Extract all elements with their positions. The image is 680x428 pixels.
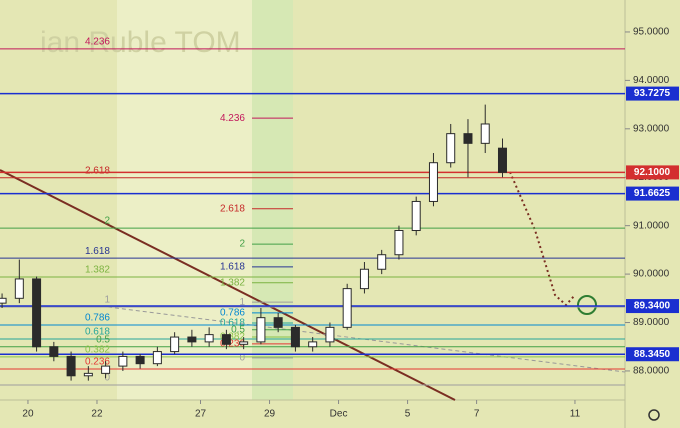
candle-body <box>32 278 42 348</box>
candle-body <box>187 336 197 343</box>
candle-body <box>273 317 283 328</box>
price-label-box <box>626 86 679 101</box>
candle-body <box>239 341 249 345</box>
candle-body <box>359 268 369 290</box>
candle-body <box>256 317 266 343</box>
candle-body <box>204 334 214 343</box>
candle-body <box>135 355 145 365</box>
candle-body <box>446 133 456 164</box>
projection <box>509 171 576 307</box>
trend-line <box>107 306 626 373</box>
price-label: 88.3450 <box>634 349 671 360</box>
candle-body <box>221 334 231 345</box>
fib-label: 1.382 <box>85 265 110 276</box>
candle-body <box>290 326 300 348</box>
candle-body <box>49 346 59 357</box>
fib-label: 4.236 <box>220 113 245 124</box>
price-label-box <box>626 299 679 314</box>
candle-body <box>325 326 335 343</box>
price-label: 89.3400 <box>634 301 671 312</box>
price-label: 91.6625 <box>634 188 671 199</box>
settings-icon[interactable] <box>648 409 660 421</box>
highlight-region <box>117 0 252 400</box>
x-tick-label: 7 <box>474 409 480 420</box>
price-axis <box>625 0 680 428</box>
fib-label: 0.618 <box>85 327 110 338</box>
candle-body <box>0 297 7 304</box>
candle-body <box>66 355 76 377</box>
candle-body <box>394 230 404 256</box>
fib-label: 1.618 <box>85 246 110 257</box>
fib-label: 0.786 <box>220 307 245 318</box>
fib-label: 0 <box>104 373 110 384</box>
candle-body <box>308 341 318 348</box>
candle-body <box>480 123 490 144</box>
fib-label: 4.236 <box>85 37 110 48</box>
candle-body <box>497 147 507 173</box>
y-tick-label: 93.0000 <box>633 123 670 134</box>
y-tick-label: 94.0000 <box>633 75 670 86</box>
fib-label: 0.5 <box>96 334 110 345</box>
candle-body <box>411 200 421 232</box>
fib-label: 2.618 <box>85 165 110 176</box>
y-tick-label: 88.0000 <box>633 366 670 377</box>
price-label-box <box>626 347 679 362</box>
x-tick-label: 29 <box>264 409 276 420</box>
x-tick-label: 20 <box>22 409 34 420</box>
target-marker <box>577 295 597 315</box>
fib-label: 0.236 <box>85 357 110 368</box>
candle-body <box>118 355 128 367</box>
time-axis <box>0 400 625 428</box>
price-label: 92.1000 <box>634 167 671 178</box>
x-tick-label: 27 <box>195 409 207 420</box>
y-tick-label: 91.0000 <box>633 220 670 231</box>
fib-label: 1.618 <box>220 261 245 272</box>
candle-body <box>428 162 438 202</box>
fib-label: 0.786 <box>85 313 110 324</box>
fib-label: 0.382 <box>85 345 110 356</box>
fib-label: 0 <box>239 353 245 364</box>
fib-label: 1.382 <box>220 277 245 288</box>
fib-label: 1 <box>104 295 110 306</box>
candle-body <box>101 365 111 374</box>
candle-body <box>342 288 352 328</box>
x-tick-label: 5 <box>405 409 411 420</box>
price-label-box <box>626 186 679 201</box>
price-label-box <box>626 165 679 180</box>
price-label: 93.7275 <box>634 88 671 99</box>
fib-label: 0.382 <box>220 332 245 343</box>
trend-line <box>0 169 456 401</box>
y-tick-label: 90.0000 <box>633 269 670 280</box>
plot-background <box>0 0 625 400</box>
fib-label: 2.618 <box>220 203 245 214</box>
candle-body <box>377 254 387 270</box>
x-tick-label: 11 <box>570 409 581 420</box>
x-tick-label: Dec <box>330 409 348 420</box>
watermark: ian Ruble TOM <box>40 26 241 59</box>
candle-body <box>463 133 473 144</box>
y-tick-label: 89.0000 <box>633 317 670 328</box>
fib-label: 2 <box>239 239 245 250</box>
fib-label: 0.5 <box>231 324 245 335</box>
fib-label: 0.236 <box>220 338 245 349</box>
candle-body <box>152 351 162 365</box>
candle-body <box>14 278 24 299</box>
candle-body <box>170 336 180 353</box>
x-tick-label: 22 <box>91 409 103 420</box>
fib-label: 0.618 <box>220 318 245 329</box>
candle-body <box>83 372 93 377</box>
fib-label: 2 <box>104 216 110 227</box>
fib-label: 1 <box>239 297 245 308</box>
y-tick-label: 95.0000 <box>633 27 670 38</box>
